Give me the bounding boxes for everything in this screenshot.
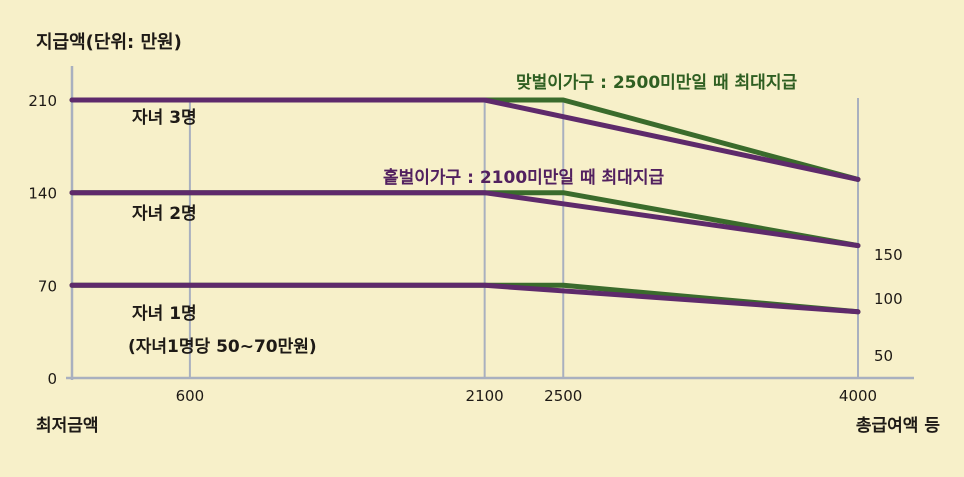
annotation-single-earner: 홑벌이가구 : 2100미만일 때 최대지급 bbox=[383, 167, 664, 188]
y-tick-label: 140 bbox=[28, 185, 57, 203]
x-tick-label: 2500 bbox=[544, 387, 582, 405]
chart-title: 지급액(단위: 만원) bbox=[36, 32, 182, 53]
y-tick-label: 210 bbox=[28, 92, 57, 110]
x-tick-label: 4000 bbox=[839, 387, 877, 405]
single-earner-line-5 bbox=[69, 282, 861, 315]
label-child-1: 자녀 1명 bbox=[132, 304, 197, 324]
annotation-dual-earner: 맞벌이가구 : 2500미만일 때 최대지급 bbox=[516, 73, 797, 93]
single-earner-line-3 bbox=[69, 190, 861, 249]
axes bbox=[66, 66, 914, 380]
end-value-label: 100 bbox=[874, 290, 903, 308]
grid bbox=[188, 98, 859, 378]
tick-labels: 0 70 140 210 600 2100 2500 4000 150 100 50 bbox=[28, 92, 902, 405]
end-value-label: 150 bbox=[874, 246, 903, 264]
y-tick-label: 70 bbox=[38, 277, 57, 295]
single-earner-line-1 bbox=[69, 97, 861, 182]
x-label-right: 총급여액 등 bbox=[856, 416, 940, 436]
series-lines bbox=[69, 97, 861, 315]
label-child-2: 자녀 2명 bbox=[132, 204, 197, 224]
x-label-left: 최저금액 bbox=[36, 416, 99, 436]
x-tick-label: 2100 bbox=[466, 387, 504, 405]
y-tick-label: 0 bbox=[47, 370, 57, 388]
label-child-1-note: (자녀1명당 50~70만원) bbox=[128, 337, 317, 357]
label-child-3: 자녀 3명 bbox=[132, 108, 197, 128]
x-tick-label: 600 bbox=[176, 387, 205, 405]
end-value-label: 50 bbox=[874, 347, 893, 365]
